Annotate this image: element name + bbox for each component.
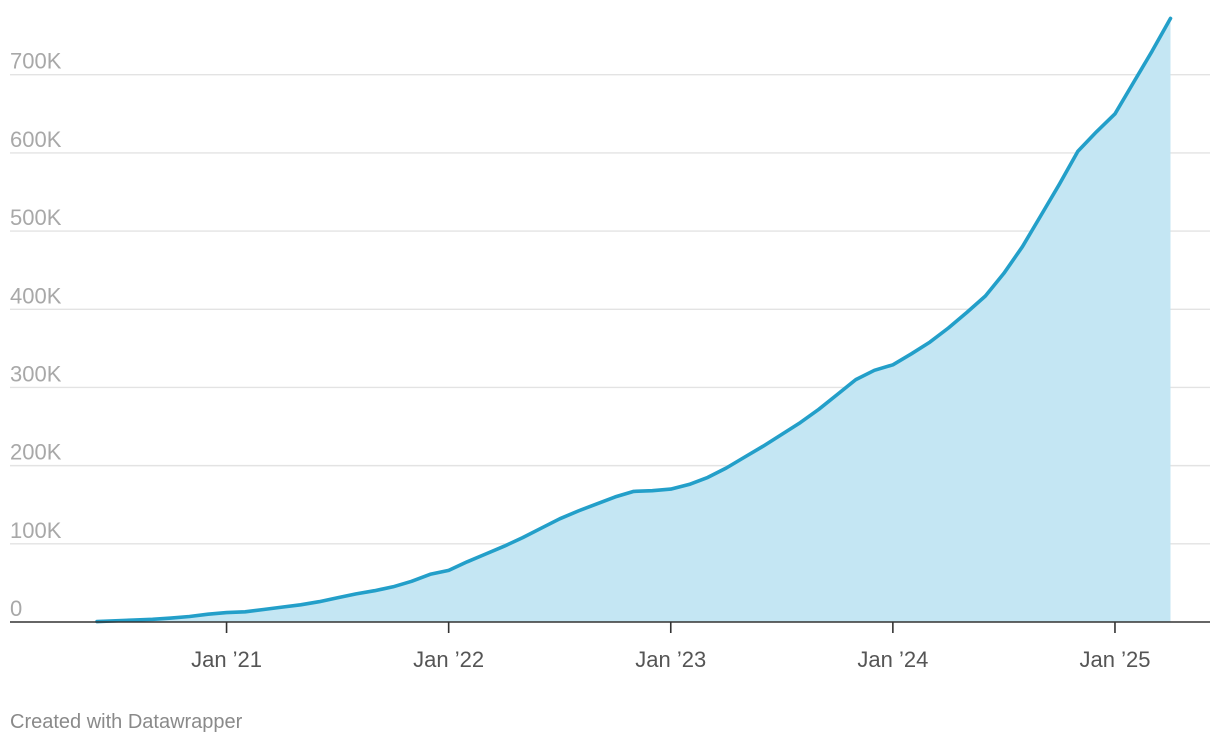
x-tick-label: Jan ’24	[857, 647, 928, 672]
series-area-fill	[97, 18, 1171, 622]
x-axis: Jan ’21 Jan ’22 Jan ’23 Jan ’24 Jan ’25	[10, 621, 1210, 672]
y-tick-label: 300K	[10, 361, 62, 386]
y-tick-label: 500K	[10, 205, 62, 230]
x-tick-label: Jan ’23	[635, 647, 706, 672]
y-axis-labels: 0 100K 200K 300K 400K 500K 600K 700K	[10, 49, 62, 621]
y-tick-label: 0	[10, 596, 22, 621]
y-tick-label: 700K	[10, 49, 62, 74]
y-tick-label: 400K	[10, 283, 62, 308]
y-tick-label: 100K	[10, 518, 62, 543]
x-tick-label: Jan ’22	[413, 647, 484, 672]
credit-text: Created with Datawrapper	[10, 711, 243, 733]
y-tick-label: 200K	[10, 440, 62, 465]
x-tick-label: Jan ’21	[191, 647, 262, 672]
y-tick-label: 600K	[10, 127, 62, 152]
x-tick-label: Jan ’25	[1079, 647, 1150, 672]
area-layer	[95, 16, 1173, 624]
gridlines	[10, 74, 1210, 545]
